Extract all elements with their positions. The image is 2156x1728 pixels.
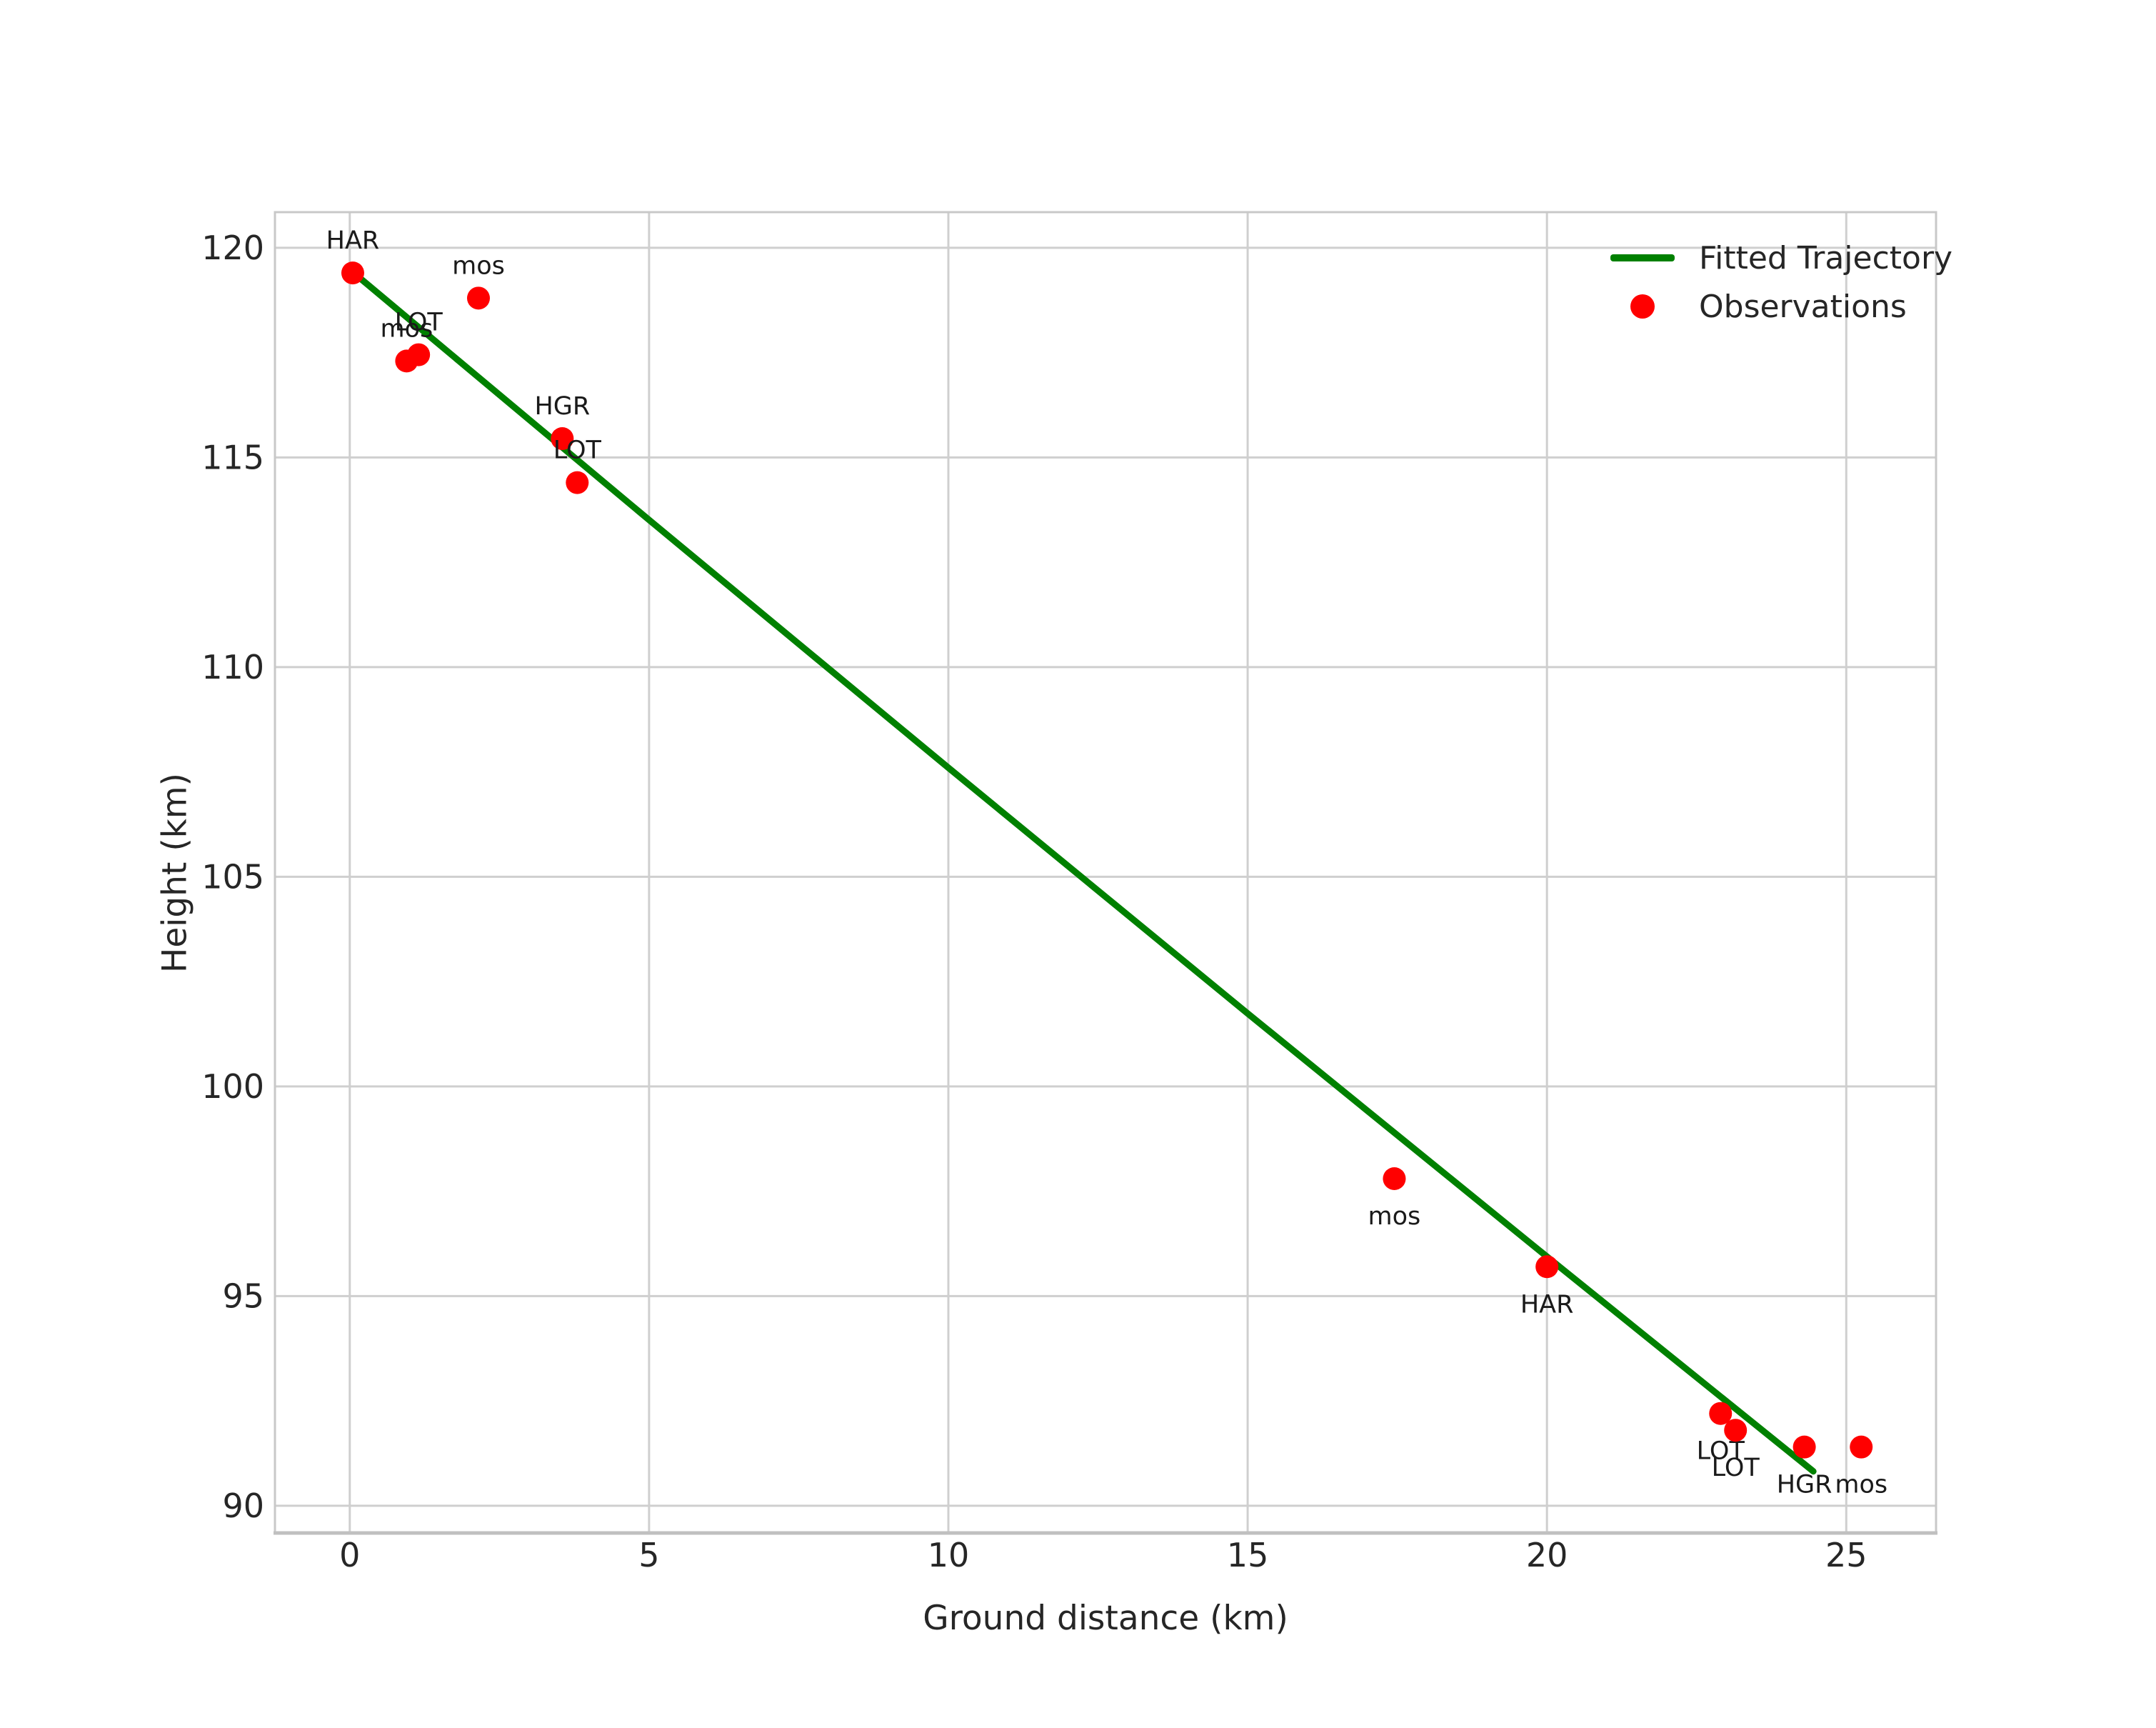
data-point: [1724, 1419, 1748, 1442]
y-tick-label: 95: [222, 1277, 264, 1315]
y-tick-label: 120: [201, 229, 264, 267]
data-point-label: HAR: [1520, 1290, 1574, 1319]
data-point-label: mos: [452, 251, 505, 280]
x-tick-label: 20: [1526, 1536, 1568, 1574]
y-tick-label: 100: [201, 1067, 264, 1106]
data-point-label: mos: [1368, 1202, 1421, 1231]
plot-border: [274, 211, 1937, 1534]
data-point-label: HGR: [1777, 1471, 1832, 1499]
x-tick-label: 25: [1825, 1536, 1867, 1574]
data-point: [1850, 1435, 1873, 1459]
data-point: [1383, 1167, 1406, 1190]
data-point-label: LOT: [1712, 1454, 1760, 1482]
data-point-label: mos: [1835, 1471, 1887, 1499]
x-tick-label: 0: [339, 1536, 360, 1574]
y-tick-label: 115: [201, 438, 264, 476]
x-tick-label: 5: [638, 1536, 659, 1574]
fitted-trajectory-line: [349, 269, 1817, 1475]
x-tick-label: 10: [928, 1536, 970, 1574]
data-point: [1535, 1255, 1559, 1279]
data-point-label: LOT: [553, 436, 602, 465]
data-point: [551, 426, 574, 450]
data-point: [341, 261, 364, 285]
x-tick-label: 15: [1227, 1536, 1269, 1574]
data-point: [1793, 1435, 1816, 1459]
y-tick-label: 110: [201, 648, 264, 686]
data-point-label: HGR: [534, 392, 590, 421]
data-point-label: LOT: [1697, 1437, 1745, 1466]
y-tick-label: 90: [222, 1487, 264, 1525]
y-axis-title: Height (km): [155, 773, 195, 973]
data-point: [466, 286, 490, 310]
data-point-label: LOT: [395, 309, 443, 337]
data-point: [566, 471, 589, 494]
y-tick-label: 105: [201, 857, 264, 896]
data-point: [407, 343, 431, 366]
data-point: [1709, 1402, 1733, 1425]
x-axis-title: Ground distance (km): [923, 1599, 1288, 1638]
data-point-label: HAR: [326, 226, 380, 255]
data-point-label: mos: [381, 314, 433, 343]
